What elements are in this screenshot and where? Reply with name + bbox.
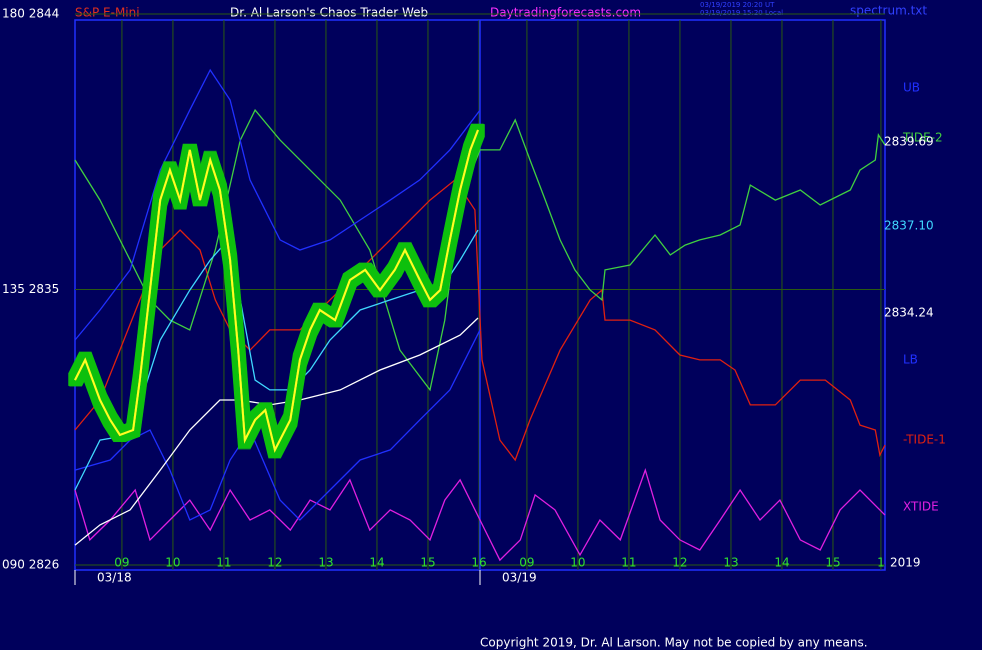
year: 2019: [890, 556, 921, 570]
x-tick-label: 15: [825, 556, 840, 570]
series-label: XTIDE: [903, 500, 939, 514]
x-tick-label: 13: [723, 556, 738, 570]
price-label: 2834.24: [884, 306, 934, 320]
series-label: UB: [903, 81, 920, 95]
price-label: 2837.10: [884, 219, 934, 233]
copyright: Copyright 2019, Dr. Al Larson. May not b…: [480, 636, 868, 650]
y-tick-label: 090 2826: [2, 558, 59, 572]
series-line: [74, 178, 886, 462]
x-tick-label: 12: [267, 556, 282, 570]
x-tick-label: 16: [471, 556, 486, 570]
series-line: [74, 68, 481, 341]
x-tick-label: 11: [216, 556, 231, 570]
x-tick-label: 15: [420, 556, 435, 570]
x-tick-label: 09: [114, 556, 129, 570]
series-label: TIDE-2: [902, 131, 943, 145]
series-label: LB: [903, 353, 918, 367]
file-name: spectrum.txt: [850, 4, 927, 18]
series-line: [74, 129, 479, 453]
site: Daytradingforecasts.com: [490, 6, 641, 20]
x-tick-label: 10: [570, 556, 585, 570]
series-line: [74, 468, 886, 562]
series-line: [74, 229, 479, 491]
y-tick-label: 135 2835: [2, 282, 59, 296]
series-label: -TIDE-1: [903, 433, 946, 447]
date-label: 03/18: [97, 571, 132, 585]
x-tick-label: 12: [672, 556, 687, 570]
timestamp: 03/19/2019 15:20 Local: [700, 9, 783, 17]
x-tick-label: 1: [877, 556, 885, 570]
x-tick-label: 14: [774, 556, 789, 570]
series-line: [74, 317, 479, 546]
x-tick-label: 10: [165, 556, 180, 570]
x-tick-label: 11: [621, 556, 636, 570]
x-tick-label: 09: [519, 556, 534, 570]
date-label: 03/19: [502, 571, 537, 585]
price-label: 2839.69: [884, 135, 934, 149]
x-tick-label: 13: [318, 556, 333, 570]
x-tick-label: 14: [369, 556, 384, 570]
instrument: S&P E-Mini: [75, 6, 140, 20]
y-tick-label: 180 2844: [2, 7, 59, 21]
chart-title: Dr. Al Larson's Chaos Trader Web: [230, 6, 428, 20]
timestamp: 03/19/2019 20:20 UT: [700, 1, 775, 9]
